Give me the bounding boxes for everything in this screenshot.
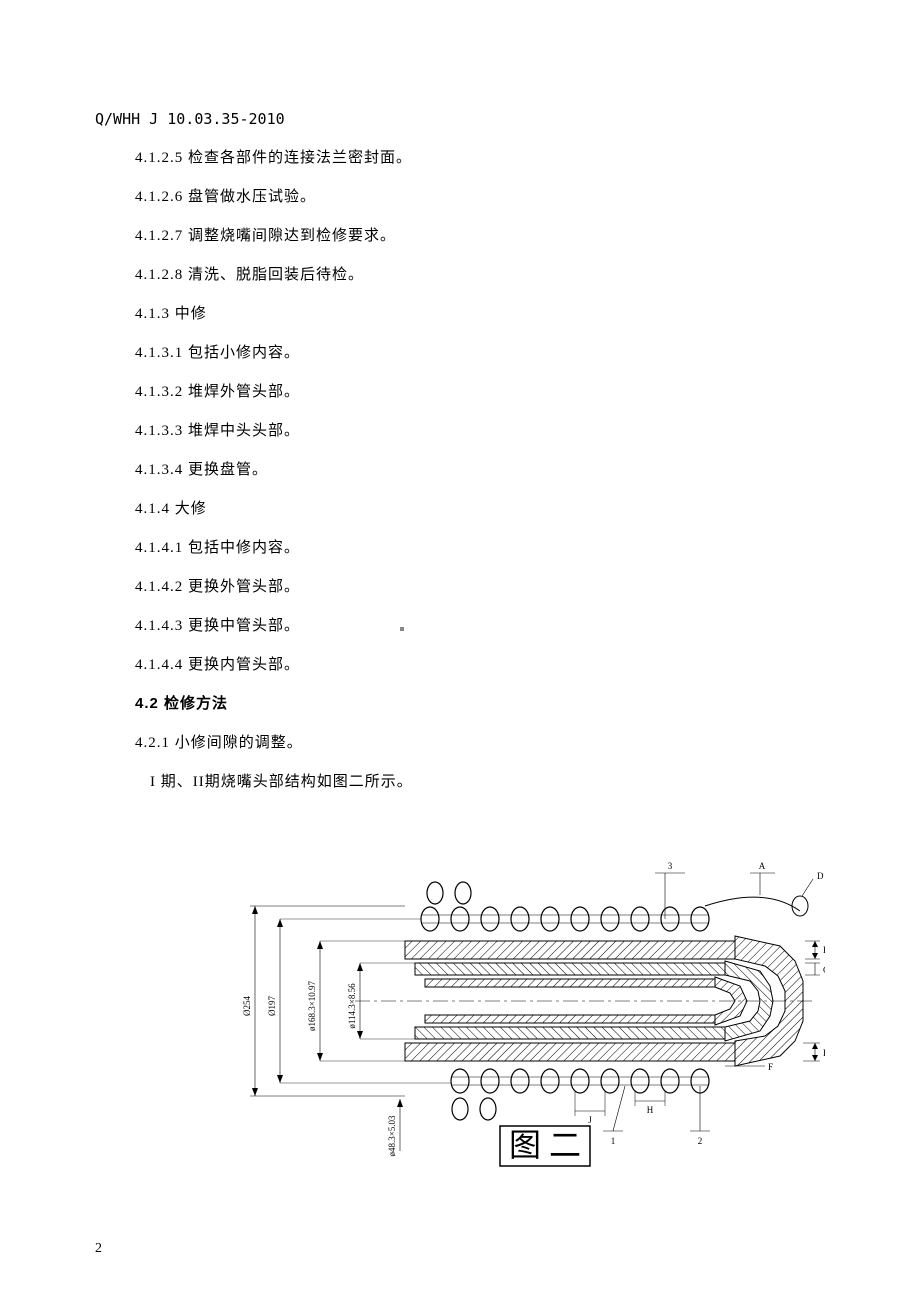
letter-B: B bbox=[823, 945, 825, 955]
text-line-4: 4.1.3 中修 bbox=[95, 302, 825, 323]
text-line-1: 4.1.2.6 盘管做水压试验。 bbox=[95, 185, 825, 206]
text-line-0: 4.1.2.5 检查各部件的连接法兰密封面。 bbox=[95, 146, 825, 167]
letter-D: D bbox=[817, 871, 824, 881]
callout-1: 1 bbox=[611, 1136, 616, 1146]
dim-d4: ø114.3×8.56 bbox=[347, 983, 357, 1029]
letter-F: F bbox=[768, 1062, 773, 1072]
callout-3: 3 bbox=[668, 861, 673, 871]
page-number: 2 bbox=[95, 1241, 102, 1257]
text-line-9: 4.1.4 大修 bbox=[95, 497, 825, 518]
text-line-15: 4.2.1 小修间隙的调整。 bbox=[95, 731, 825, 752]
letter-A: A bbox=[759, 861, 766, 871]
page-marker-dot bbox=[400, 627, 404, 631]
text-line-7: 4.1.3.3 堆焊中头头部。 bbox=[95, 419, 825, 440]
dim-d2: Ø197 bbox=[267, 996, 277, 1016]
letter-H: H bbox=[647, 1105, 654, 1115]
callout-2: 2 bbox=[698, 1136, 703, 1146]
text-line-2: 4.1.2.7 调整烧嘴间隙达到检修要求。 bbox=[95, 224, 825, 245]
text-line-10: 4.1.4.1 包括中修内容。 bbox=[95, 536, 825, 557]
figure-label: 图 二 bbox=[509, 1127, 581, 1163]
coil-upper bbox=[421, 882, 709, 931]
figure-two: Ø254 Ø197 ø168.3×10.97 ø114.3×8.56 ø48.3… bbox=[205, 851, 825, 1171]
dim-d1: Ø254 bbox=[242, 996, 252, 1016]
text-line-5: 4.1.3.1 包括小修内容。 bbox=[95, 341, 825, 362]
text-line-6: 4.1.3.2 堆焊外管头部。 bbox=[95, 380, 825, 401]
coil-lower bbox=[451, 1069, 709, 1120]
letter-C: C bbox=[823, 965, 825, 975]
letter-E: E bbox=[823, 1048, 825, 1058]
text-line-8: 4.1.3.4 更换盘管。 bbox=[95, 458, 825, 479]
dim-d5: ø48.3×5.03 bbox=[387, 1115, 397, 1157]
figure-svg: Ø254 Ø197 ø168.3×10.97 ø114.3×8.56 ø48.3… bbox=[205, 851, 825, 1171]
dim-d3: ø168.3×10.97 bbox=[307, 980, 317, 1031]
text-line-12: 4.1.4.3 更换中管头部。 bbox=[95, 614, 825, 635]
text-line-3: 4.1.2.8 清洗、脱脂回装后待检。 bbox=[95, 263, 825, 284]
text-line-13: 4.1.4.4 更换内管头部。 bbox=[95, 653, 825, 674]
letter-J: J bbox=[588, 1115, 592, 1125]
content-body: 4.1.2.5 检查各部件的连接法兰密封面。 4.1.2.6 盘管做水压试验。 4.… bbox=[95, 146, 825, 791]
text-line-11: 4.1.4.2 更换外管头部。 bbox=[95, 575, 825, 596]
text-line-16: I 期、II期烧嘴头部结构如图二所示。 bbox=[95, 770, 825, 791]
text-line-14: 4.2 检修方法 bbox=[95, 692, 825, 713]
document-code: Q/WHH J 10.03.35-2010 bbox=[95, 110, 825, 128]
